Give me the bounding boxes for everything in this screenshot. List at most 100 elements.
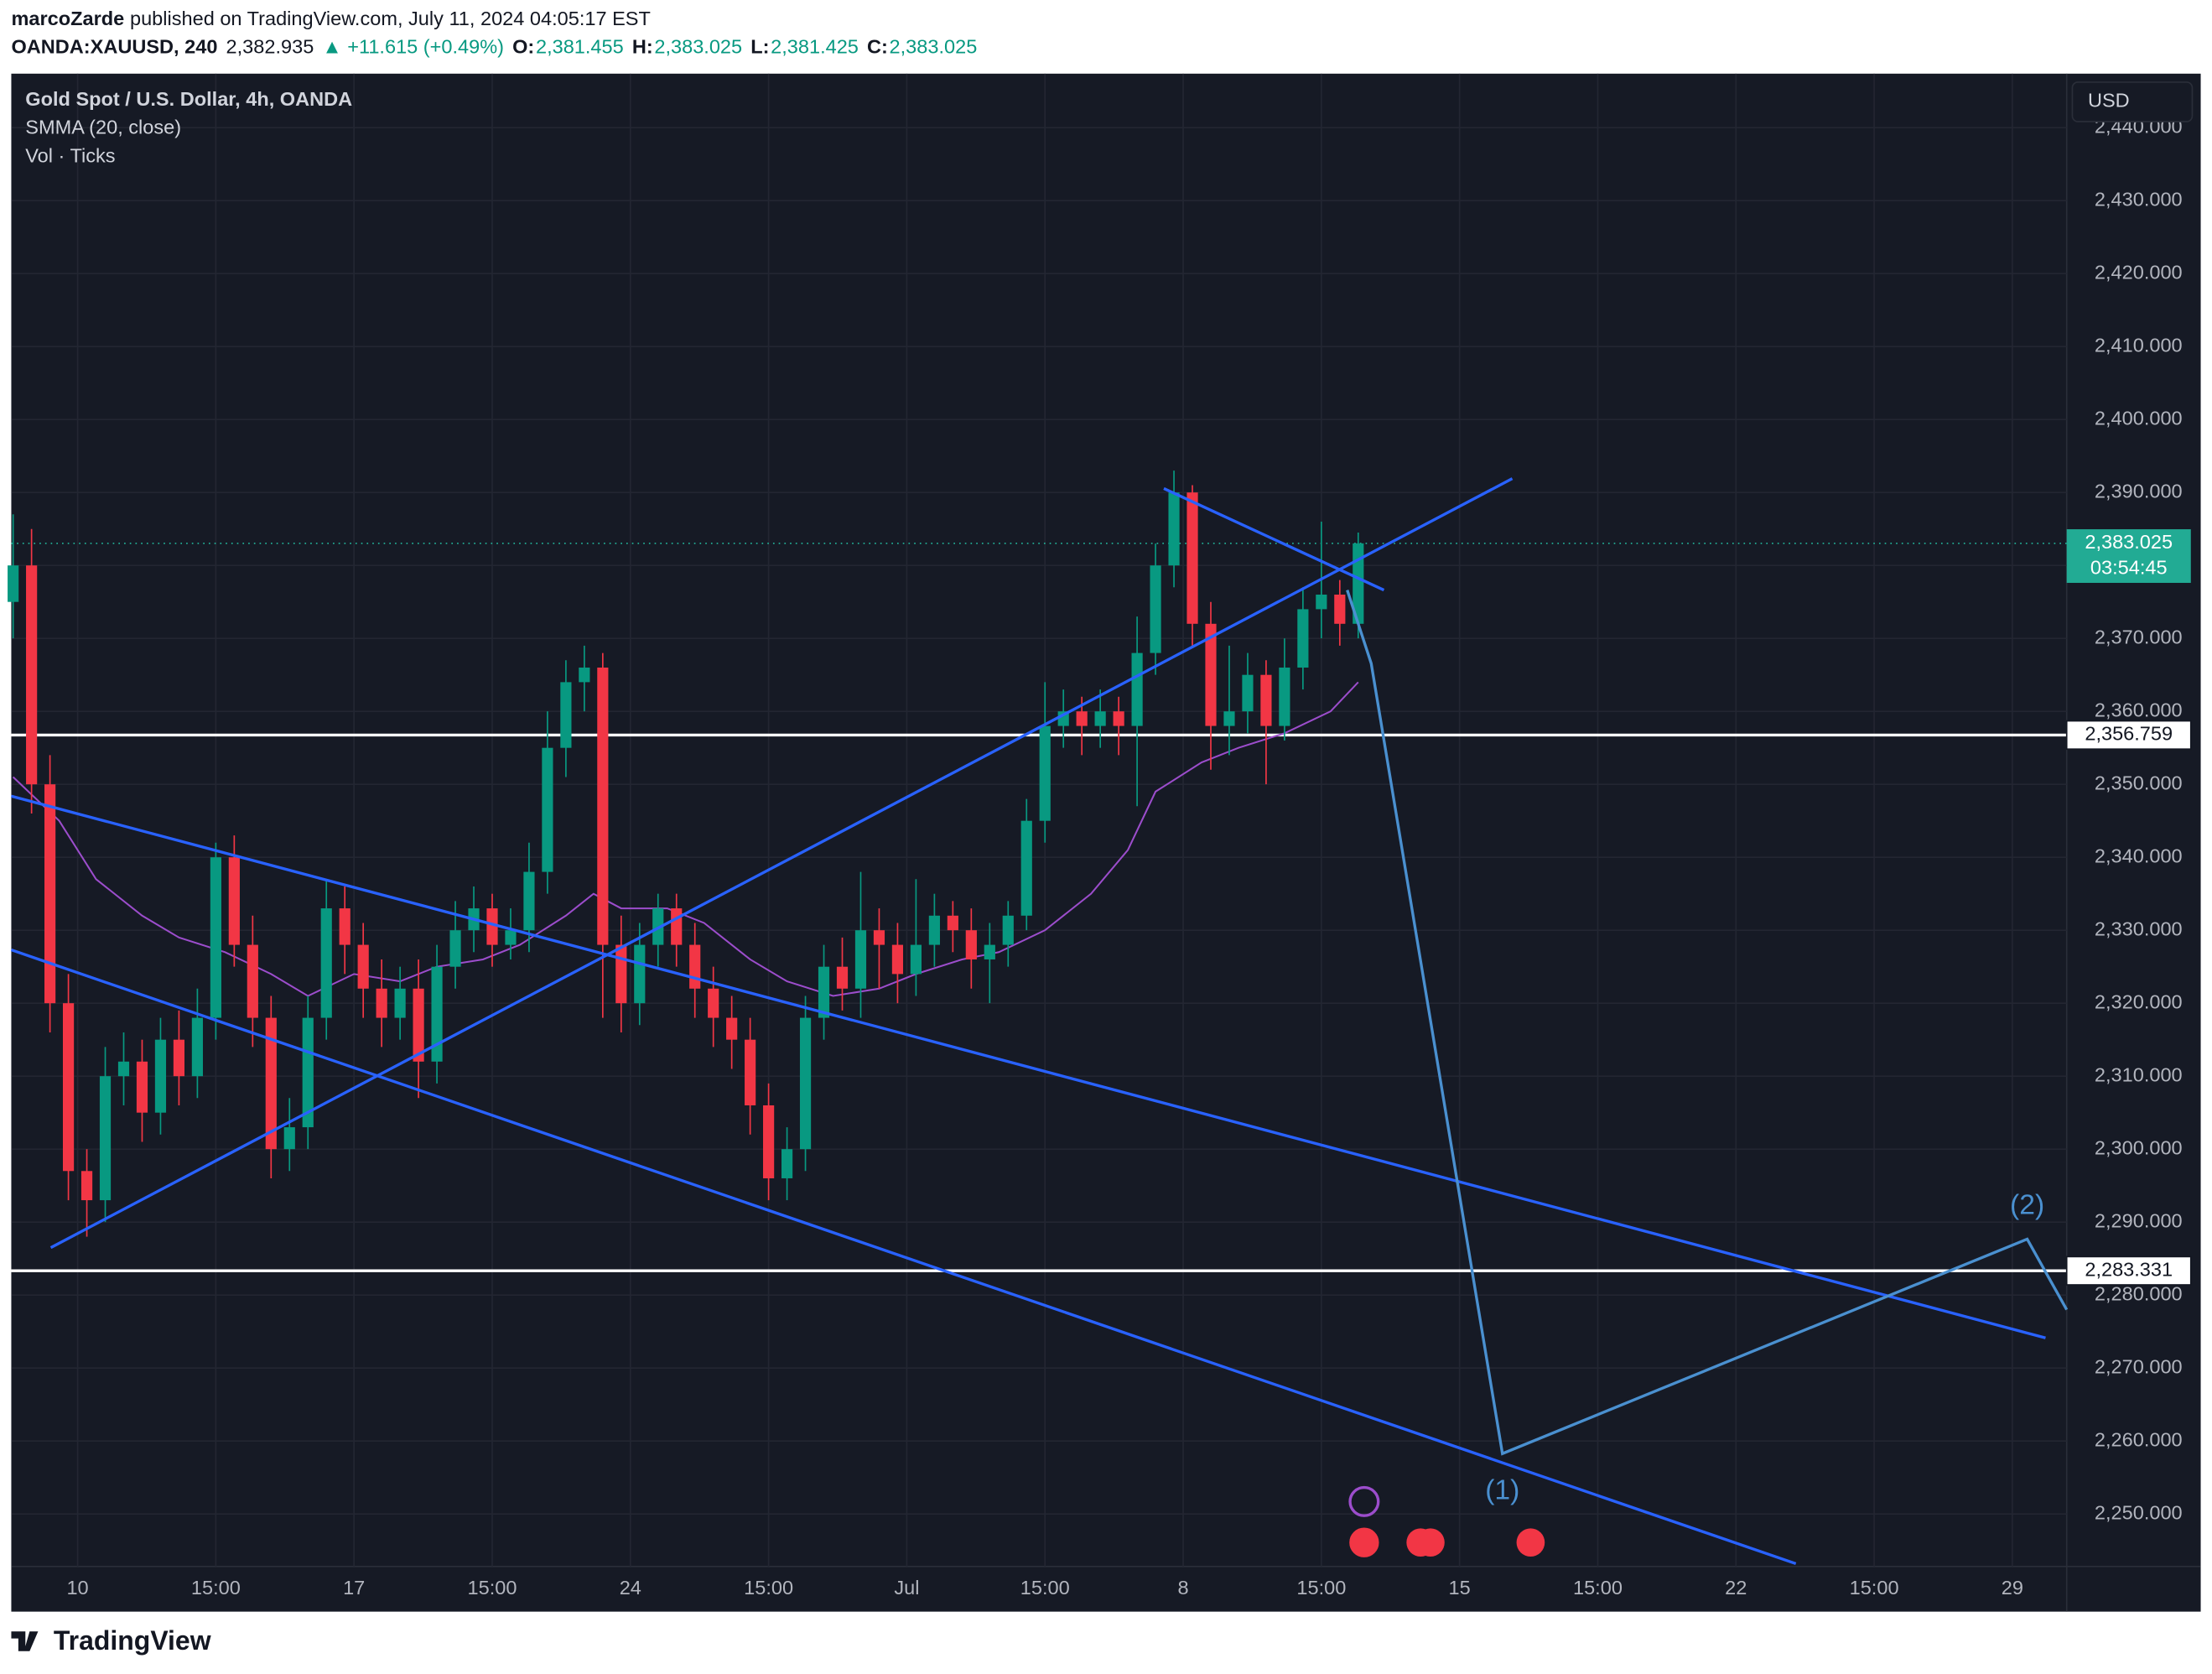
y-tick-label: 2,320.000 — [2095, 990, 2183, 1012]
candle-body — [173, 1039, 185, 1077]
candle-body — [228, 857, 240, 945]
ohlc-value: 2,381.425 — [771, 36, 859, 58]
currency-button[interactable] — [2071, 81, 2194, 122]
candle-body — [302, 1017, 314, 1128]
logo-mark — [11, 1631, 39, 1651]
candle-body — [486, 908, 498, 945]
candle-body — [8, 565, 19, 602]
candle-body — [763, 1105, 775, 1178]
ohlc-key: H: — [632, 36, 653, 58]
last-price-box — [2066, 529, 2191, 583]
level-label: 2,283.331 — [2085, 1258, 2173, 1280]
candle-body — [413, 988, 424, 1062]
y-tick-label: 2,340.000 — [2095, 845, 2183, 866]
candle-body — [1039, 725, 1051, 821]
candle-body — [449, 930, 461, 967]
ohlc-key: C: — [867, 36, 888, 58]
level-label: 2,356.759 — [2085, 723, 2173, 745]
y-tick-label: 2,390.000 — [2095, 480, 2183, 502]
candle-body — [1334, 594, 1346, 624]
candle-body — [154, 1039, 167, 1113]
y-tick-label: 2,250.000 — [2095, 1501, 2183, 1523]
candle-body — [99, 1076, 112, 1201]
x-tick-label: 15:00 — [191, 1577, 241, 1599]
y-tick-label: 2,360.000 — [2095, 699, 2183, 720]
author: marcoZarde — [11, 8, 124, 29]
candle-body — [44, 784, 56, 1004]
ohlc-key: O: — [512, 36, 534, 58]
drawings — [10, 477, 2069, 1566]
candle-body — [818, 966, 830, 1018]
projection-path — [1346, 590, 2069, 1456]
candle-body — [1076, 711, 1088, 726]
candle-body — [726, 1017, 738, 1040]
candle-body — [928, 915, 940, 945]
footer: TradingView — [54, 1625, 211, 1656]
candle-body — [136, 1061, 148, 1113]
y-tick-label: 2,290.000 — [2095, 1209, 2183, 1231]
ohlc-value: 2,383.025 — [654, 36, 742, 58]
countdown: 03:54:45 — [2090, 556, 2168, 578]
candle-body — [634, 944, 646, 1004]
candle-body — [1279, 667, 1290, 726]
candle-body — [431, 966, 443, 1062]
candle-body — [984, 944, 995, 959]
event-icons — [1348, 1485, 1545, 1557]
candle-body — [965, 930, 977, 959]
x-tick-label: 22 — [1725, 1577, 1747, 1599]
y-tick-label: 2,410.000 — [2095, 334, 2183, 356]
price: 2,382.935 — [226, 36, 314, 58]
event-icon — [1516, 1528, 1545, 1557]
trend-line — [11, 794, 2046, 1339]
ohlc-key: L: — [750, 36, 769, 58]
candle-body — [836, 966, 849, 989]
ohlc-value: 2,381.455 — [536, 36, 624, 58]
currency[interactable]: USD — [2088, 90, 2130, 112]
y-tick-label: 2,300.000 — [2095, 1136, 2183, 1158]
y-tick-label: 2,310.000 — [2095, 1063, 2183, 1085]
candle-body — [745, 1039, 756, 1105]
candle-body — [873, 930, 885, 945]
wave-label: (2) — [2010, 1190, 2044, 1221]
candle-body — [505, 930, 517, 945]
candle-body — [1094, 711, 1106, 726]
event-icon — [1349, 1527, 1379, 1557]
last-price-label: 2,383.025 — [2085, 531, 2173, 553]
candle-body — [265, 1017, 277, 1150]
x-tick-label: 24 — [620, 1577, 641, 1599]
change: ▲ +11.615 (+0.49%) — [322, 36, 504, 58]
candle-body — [1297, 609, 1309, 668]
x-tick-label: 15:00 — [1573, 1577, 1623, 1599]
candle-body — [560, 682, 572, 748]
y-tick-label: 2,370.000 — [2095, 626, 2183, 647]
candle-body — [247, 944, 258, 1018]
level-label-box — [2065, 1256, 2192, 1286]
trend-line — [49, 477, 1514, 1250]
candle-body — [947, 915, 958, 931]
candle-body — [523, 871, 535, 931]
candle-body — [854, 930, 867, 989]
candle-body — [26, 565, 38, 785]
candle-body — [62, 1003, 75, 1172]
x-tick-label: 15 — [1449, 1577, 1471, 1599]
chart-panel — [11, 73, 2201, 1612]
candle-body — [615, 944, 627, 1004]
footer-logo: TradingView — [11, 1625, 211, 1656]
header: marcoZarde published on TradingView.com,… — [11, 8, 977, 58]
x-tick-label: 29 — [2002, 1577, 2023, 1599]
legend: Gold Spot / U.S. Dollar, 4h, OANDA SMMA … — [25, 88, 352, 166]
candle-body — [891, 944, 904, 975]
trend-line — [1163, 486, 1385, 592]
plot: 2,356.759 2,283.331 2,383.025 03:54:45 — [8, 470, 2192, 1286]
candle-body — [708, 988, 719, 1018]
candle-body — [320, 908, 332, 1018]
candle-body — [1150, 565, 1161, 653]
candle-body — [117, 1061, 130, 1077]
y-tick-label: 2,400.000 — [2095, 407, 2183, 429]
candle-body — [1353, 543, 1364, 624]
symbol: OANDA:XAUUSD, 240 — [11, 36, 217, 58]
level-label-box — [2065, 720, 2192, 751]
x-tick-label: 15:00 — [468, 1577, 517, 1599]
